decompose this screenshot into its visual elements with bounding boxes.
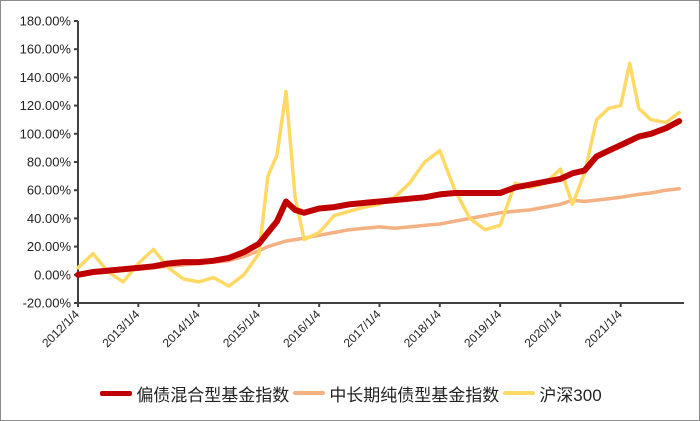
y-tick-label: -20.00%: [23, 296, 72, 311]
x-tick-label: 2020/1/4: [522, 307, 565, 350]
plot-area: [75, 61, 683, 288]
y-tick-label: 40.00%: [27, 211, 72, 226]
y-tick-label: 100.00%: [20, 126, 72, 141]
x-tick-label: 2013/1/4: [99, 307, 142, 350]
x-tick-label: 2017/1/4: [341, 307, 384, 350]
legend-swatch-csi300: [503, 391, 536, 395]
y-tick-label: 180.00%: [20, 14, 72, 29]
y-axis: 180.00% 160.00% 140.00% 120.00% 100.00% 80.00…: [20, 14, 79, 311]
line-chart: 180.00% 160.00% 140.00% 120.00% 100.00% 80.00…: [20, 14, 684, 350]
y-tick-label: 160.00%: [20, 42, 72, 57]
y-tick-label: 140.00%: [20, 70, 72, 85]
y-tick-label: 60.00%: [27, 183, 72, 198]
legend-label: 沪深300: [539, 385, 602, 405]
y-tick-label: 0.00%: [34, 267, 71, 282]
x-tick-label: 2018/1/4: [401, 307, 444, 350]
y-tick-label: 80.00%: [27, 155, 72, 170]
x-tick-label: 2021/1/4: [582, 307, 625, 350]
series-line: [76, 61, 681, 288]
legend-label: 中长期纯债型基金指数: [329, 385, 500, 405]
y-tick-label: 120.00%: [20, 98, 72, 113]
y-tick-label: 20.00%: [27, 239, 72, 254]
legend-item-hybrid-bond: 偏债混合型基金指数: [100, 381, 289, 406]
series-line: [75, 118, 683, 278]
x-tick-label: 2016/1/4: [280, 307, 323, 350]
legend-swatch-hybrid-bond: [100, 390, 133, 396]
x-tick-label: 2019/1/4: [461, 307, 504, 350]
legend-item-pure-bond: 中长期纯债型基金指数: [293, 381, 499, 406]
x-axis: 2012/1/4 2013/1/4 2014/1/4 2015/1/4 2016/1/4…: [39, 302, 684, 350]
legend-swatch-pure-bond: [293, 391, 326, 395]
legend: 偏债混合型基金指数 中长期纯债型基金指数 沪深300: [1, 379, 700, 407]
x-tick-label: 2014/1/4: [160, 307, 203, 350]
x-tick-label: 2012/1/4: [39, 307, 82, 350]
legend-label: 偏债混合型基金指数: [136, 385, 290, 405]
legend-item-csi300: 沪深300: [503, 381, 602, 406]
x-tick-label: 2015/1/4: [220, 307, 263, 350]
